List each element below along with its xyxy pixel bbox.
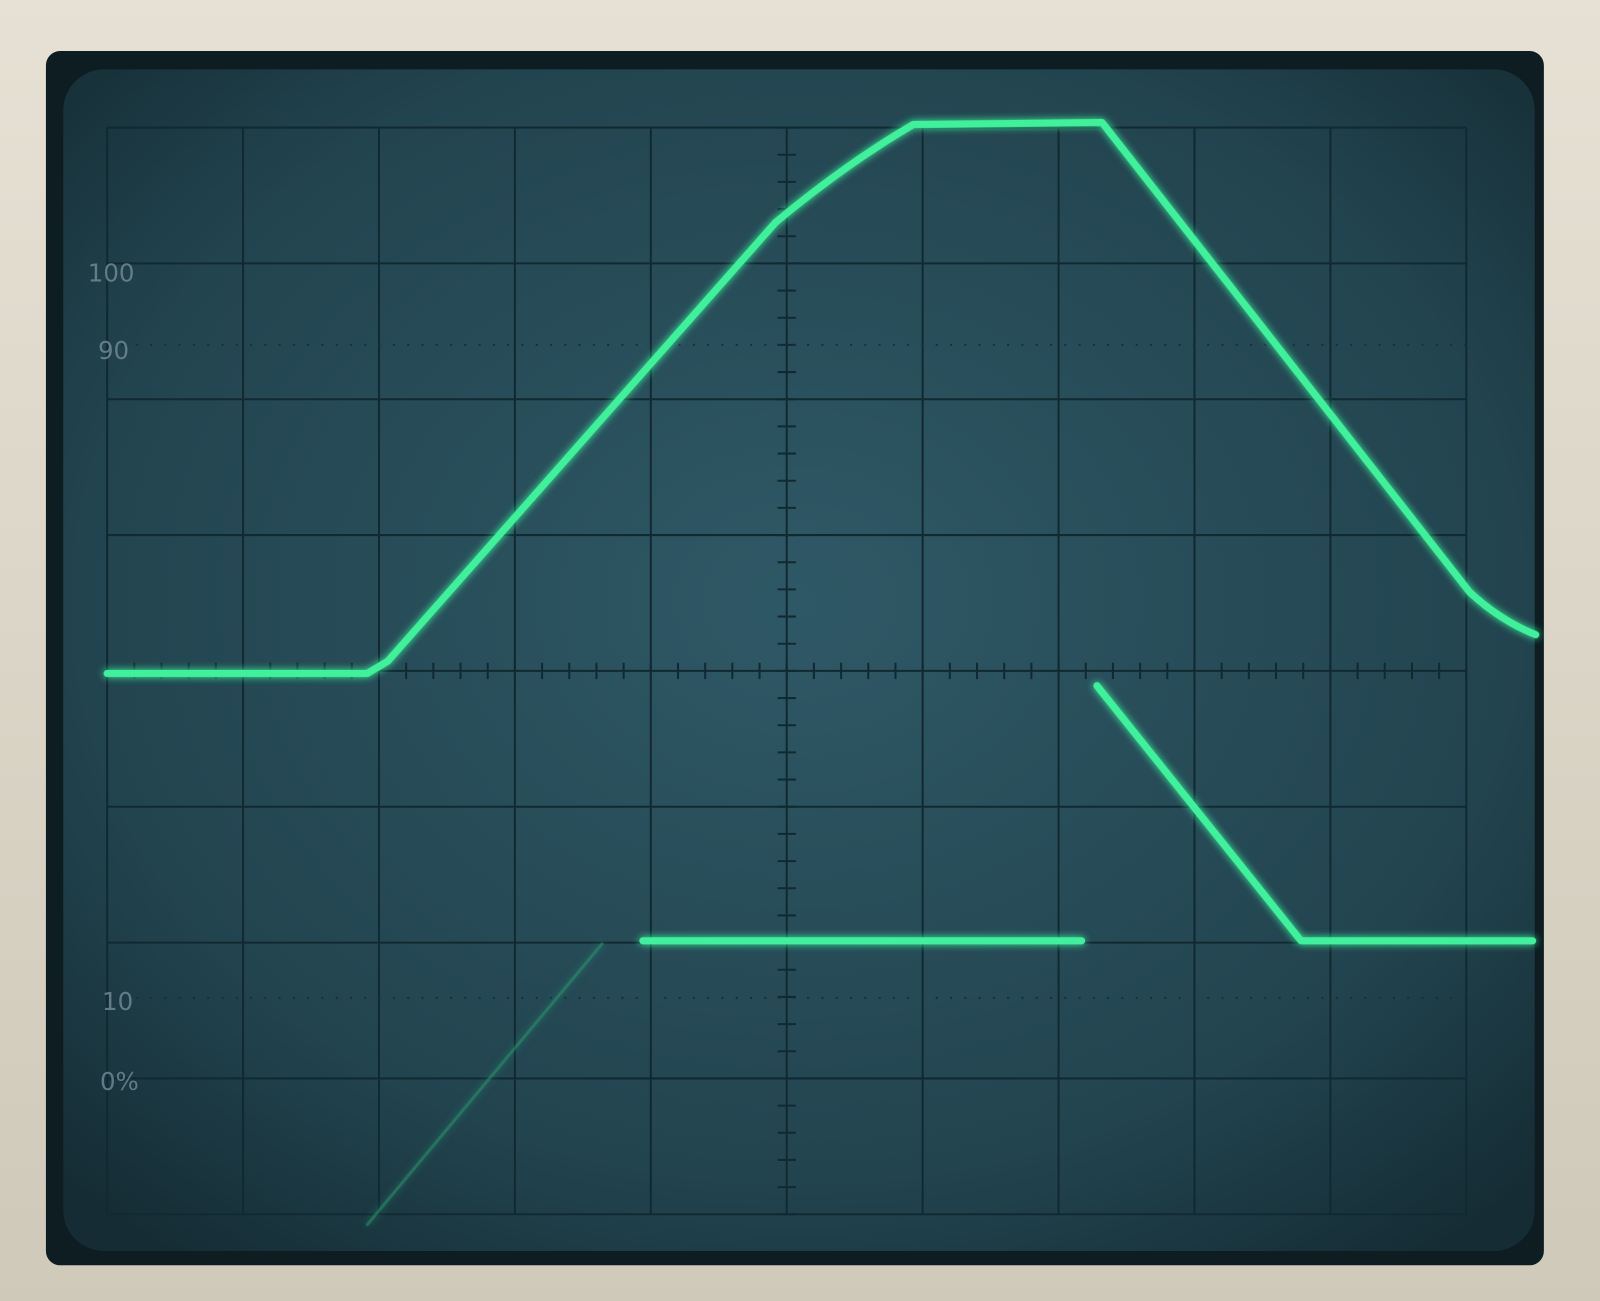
- traces: [103, 118, 1540, 1227]
- label-90: 90: [98, 336, 129, 365]
- label-0: 0%: [100, 1067, 139, 1096]
- screen: [63, 69, 1535, 1252]
- label-100: 100: [88, 259, 135, 288]
- faint-trace: [365, 942, 604, 1227]
- upper-trace: [103, 118, 1540, 678]
- label-10: 10: [102, 987, 133, 1016]
- lower-trace-right: [1093, 682, 1537, 945]
